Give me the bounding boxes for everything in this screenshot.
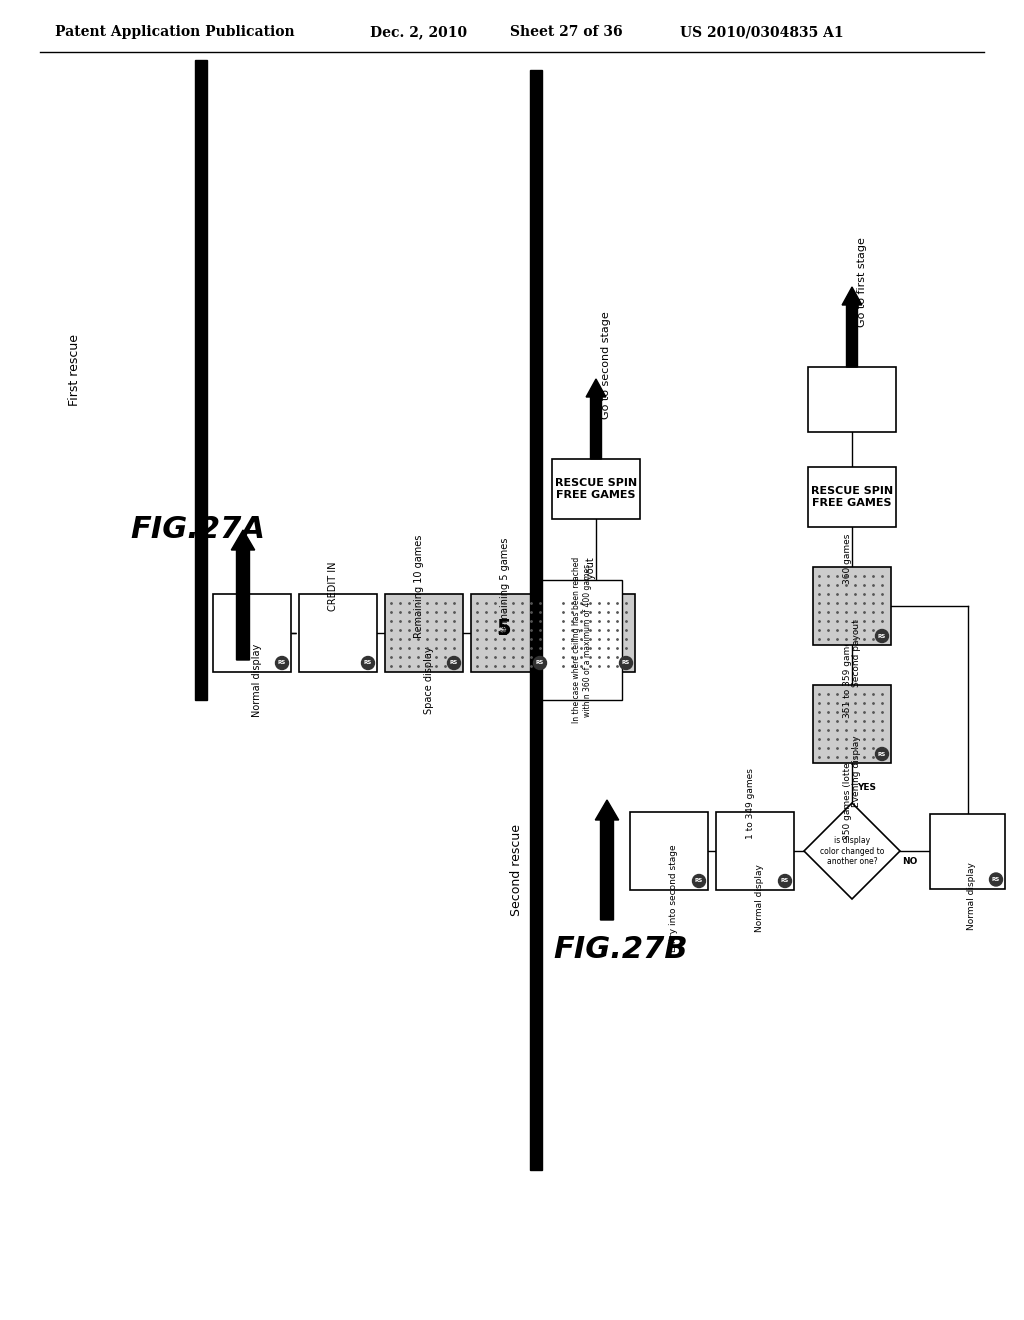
Text: Evening display: Evening display bbox=[852, 735, 861, 807]
Bar bbox=[530, 70, 542, 1170]
Text: First payout: First payout bbox=[586, 557, 596, 615]
Text: First rescue: First rescue bbox=[69, 334, 82, 407]
Text: Remaining 10 games: Remaining 10 games bbox=[414, 535, 424, 638]
Text: CREDIT IN: CREDIT IN bbox=[328, 561, 338, 611]
Text: Countdown: Countdown bbox=[600, 826, 613, 894]
Text: is display
color changed to
another one?: is display color changed to another one? bbox=[820, 836, 884, 866]
Text: Second rescue: Second rescue bbox=[511, 824, 523, 916]
Text: Sheet 27 of 36: Sheet 27 of 36 bbox=[510, 25, 623, 40]
Text: Remaining 5 games: Remaining 5 games bbox=[500, 537, 510, 635]
Circle shape bbox=[692, 874, 706, 887]
Bar bbox=[542, 579, 622, 700]
Text: Entry into second stage: Entry into second stage bbox=[669, 845, 678, 952]
Text: 351 to 359 games: 351 to 359 games bbox=[843, 636, 852, 718]
Text: RS: RS bbox=[781, 879, 790, 883]
Text: Countdown: Countdown bbox=[237, 566, 250, 634]
Text: RESCUE SPIN
FREE GAMES: RESCUE SPIN FREE GAMES bbox=[555, 478, 637, 500]
FancyArrow shape bbox=[842, 286, 862, 367]
Text: RS: RS bbox=[992, 876, 1000, 882]
Text: RS: RS bbox=[878, 751, 886, 756]
FancyArrow shape bbox=[595, 800, 618, 920]
FancyArrow shape bbox=[586, 379, 606, 459]
Bar bbox=[385, 594, 463, 672]
Text: In the case where ceiling has been reached
within 360 of a maximum of 400 games: In the case where ceiling has been reach… bbox=[572, 557, 592, 723]
Bar bbox=[808, 467, 896, 527]
Circle shape bbox=[876, 747, 889, 760]
Bar bbox=[552, 459, 640, 519]
Bar bbox=[195, 59, 207, 700]
Text: Go to first stage: Go to first stage bbox=[857, 238, 867, 327]
Circle shape bbox=[361, 656, 375, 669]
Circle shape bbox=[876, 630, 889, 643]
Bar bbox=[630, 812, 708, 890]
Text: RS: RS bbox=[364, 660, 372, 665]
Polygon shape bbox=[804, 803, 900, 899]
Text: Dec. 2, 2010: Dec. 2, 2010 bbox=[370, 25, 467, 40]
Bar bbox=[716, 812, 794, 890]
Text: FIG.27A: FIG.27A bbox=[130, 516, 265, 544]
Text: NO: NO bbox=[902, 857, 918, 866]
Text: RS: RS bbox=[450, 660, 458, 665]
Text: 1 to 349 games: 1 to 349 games bbox=[746, 768, 755, 840]
FancyArrow shape bbox=[231, 531, 255, 660]
Bar bbox=[213, 594, 291, 672]
Text: Normal display: Normal display bbox=[755, 865, 764, 932]
Text: RS: RS bbox=[878, 634, 886, 639]
Text: Space display: Space display bbox=[424, 647, 434, 714]
Text: 360 games: 360 games bbox=[843, 533, 852, 585]
Bar bbox=[808, 367, 896, 432]
Bar bbox=[930, 813, 1005, 888]
Text: Idle: Idle bbox=[242, 577, 252, 595]
Text: RS: RS bbox=[536, 660, 544, 665]
Text: FIG.27B: FIG.27B bbox=[553, 936, 688, 965]
Text: Normal display: Normal display bbox=[968, 862, 977, 931]
Text: Second payout: Second payout bbox=[852, 619, 861, 686]
Text: 5: 5 bbox=[497, 619, 511, 639]
Text: YES: YES bbox=[857, 784, 876, 792]
Text: Patent Application Publication: Patent Application Publication bbox=[55, 25, 295, 40]
Bar bbox=[813, 568, 891, 645]
Text: RS: RS bbox=[278, 660, 286, 665]
Circle shape bbox=[534, 656, 547, 669]
Circle shape bbox=[447, 656, 461, 669]
Bar bbox=[813, 685, 891, 763]
Circle shape bbox=[989, 873, 1002, 886]
Circle shape bbox=[275, 656, 289, 669]
Text: Go to second stage: Go to second stage bbox=[601, 312, 611, 418]
Text: Normal display: Normal display bbox=[252, 643, 262, 717]
Circle shape bbox=[778, 874, 792, 887]
Text: RS: RS bbox=[695, 879, 703, 883]
Text: 350 games (lottery): 350 games (lottery) bbox=[843, 750, 852, 841]
Text: RESCUE SPIN
FREE GAMES: RESCUE SPIN FREE GAMES bbox=[811, 486, 893, 508]
Text: RS: RS bbox=[622, 660, 630, 665]
Bar bbox=[299, 594, 377, 672]
Text: US 2010/0304835 A1: US 2010/0304835 A1 bbox=[680, 25, 844, 40]
Circle shape bbox=[620, 656, 633, 669]
Bar bbox=[471, 594, 549, 672]
Bar bbox=[557, 594, 635, 672]
